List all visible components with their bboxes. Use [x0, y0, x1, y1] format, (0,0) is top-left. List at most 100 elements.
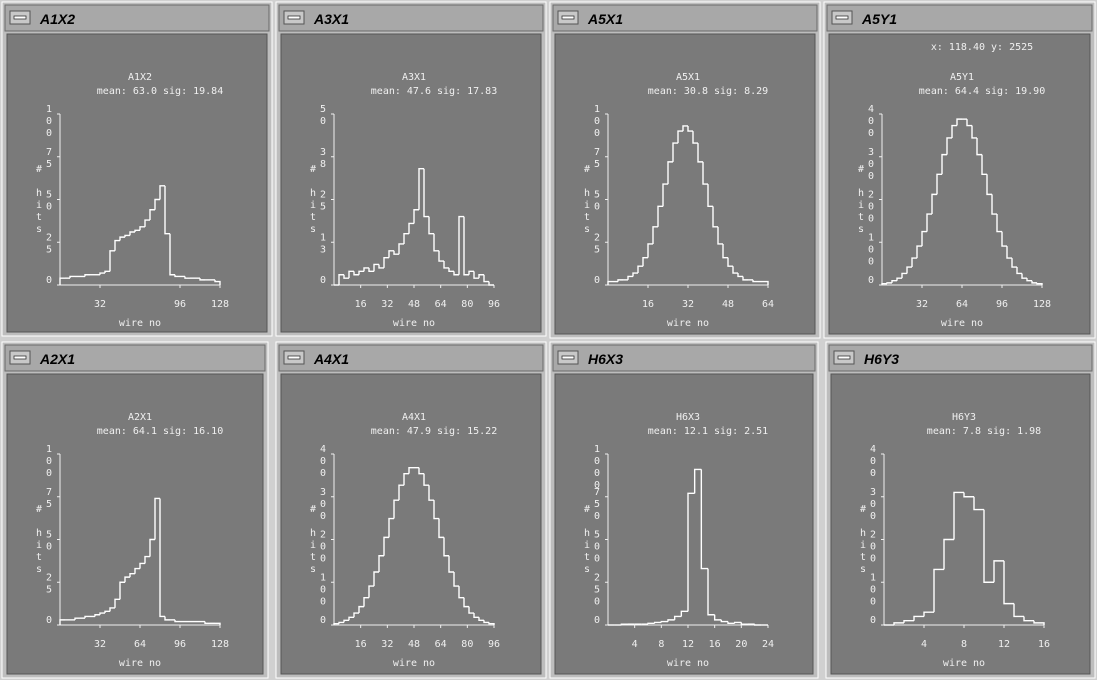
- y-axis-label: # hits: [582, 504, 593, 576]
- y-tick-label: 50: [44, 530, 55, 554]
- y-tick-label: 100: [44, 444, 55, 480]
- histogram-bin: [114, 239, 120, 251]
- histogram-bin: [1026, 278, 1032, 282]
- y-tick-label: 75: [44, 487, 55, 511]
- histogram-bin: [697, 143, 703, 163]
- histogram-bin: [642, 256, 648, 267]
- histogram-bin: [448, 555, 454, 573]
- title-bar: [552, 4, 818, 32]
- y-axis-label: # hits: [858, 504, 869, 576]
- window-title: A4X1: [313, 351, 349, 367]
- histogram-bin: [1033, 620, 1045, 625]
- y-tick-label: 50: [44, 190, 55, 214]
- x-tick-label: 4: [632, 639, 638, 650]
- y-tick-label: 25: [318, 190, 329, 214]
- y-tick-label: 750: [592, 487, 603, 523]
- y-axis-label: # hits: [34, 164, 45, 236]
- histogram-bin: [69, 275, 75, 279]
- plot-area: [554, 373, 814, 675]
- title-bar: [828, 344, 1093, 372]
- histogram-bin: [348, 616, 354, 621]
- plot-title: A1X2: [128, 72, 152, 83]
- histogram-bin: [931, 193, 937, 215]
- plot-title: H6Y3: [952, 412, 976, 423]
- histogram-bin: [916, 245, 922, 259]
- histogram-bin: [343, 274, 349, 279]
- histogram-bin: [368, 267, 374, 273]
- histogram-bin: [104, 270, 110, 274]
- histogram-bin: [722, 243, 728, 259]
- histogram-bin: [926, 213, 932, 232]
- plot-stats: mean: 64.1 sig: 16.10: [97, 426, 223, 437]
- histogram-bin: [673, 615, 682, 620]
- y-axis-label: # hits: [308, 504, 319, 576]
- window-menu-glyph: [287, 15, 301, 20]
- histogram-bin: [687, 125, 693, 132]
- histogram-bin: [473, 271, 479, 279]
- histogram-bin: [700, 469, 708, 570]
- histogram-bin: [903, 620, 914, 623]
- histogram-bin: [943, 538, 954, 570]
- x-axis-label: wire no: [393, 318, 435, 329]
- x-tick-label: 4: [921, 639, 927, 650]
- x-axis-label: wire no: [667, 318, 709, 329]
- histogram-bin: [702, 161, 708, 185]
- histogram-bin: [338, 621, 344, 624]
- x-tick-label: 96: [996, 299, 1008, 310]
- x-tick-label: 96: [488, 639, 500, 650]
- plot-stats: mean: 63.0 sig: 19.84: [97, 86, 223, 97]
- window-menu-glyph: [837, 355, 851, 360]
- y-tick-label: 0: [868, 615, 879, 627]
- plot-area: [828, 33, 1091, 335]
- histogram-bin: [901, 272, 907, 279]
- x-tick-label: 64: [435, 299, 447, 310]
- histogram-bin: [348, 270, 354, 279]
- y-tick-label: 0: [44, 615, 55, 627]
- histogram-bin: [428, 216, 434, 235]
- histogram-bin: [991, 194, 997, 215]
- histogram-bin: [620, 623, 628, 625]
- histogram-bin: [986, 174, 992, 196]
- histogram-window: A2X1 A2X1 mean: 64.1 sig: 16.10 0 25 50 75 100 3…: [1, 341, 269, 679]
- histogram-bin: [478, 274, 484, 279]
- y-tick-label: 50: [592, 190, 603, 214]
- histogram-bin: [84, 615, 90, 619]
- plot-title: H6X3: [676, 412, 700, 423]
- histogram-bin: [1001, 231, 1007, 247]
- x-tick-label: 48: [408, 299, 420, 310]
- x-tick-label: 128: [211, 299, 229, 310]
- histogram-bin: [993, 560, 1004, 583]
- window-menu-glyph: [561, 355, 575, 360]
- histogram-bin: [154, 198, 160, 210]
- histogram-bin: [727, 257, 733, 267]
- histogram-bin: [124, 576, 130, 583]
- histogram-bin: [99, 272, 105, 275]
- histogram-bin: [727, 621, 735, 624]
- y-tick-label: 13: [318, 232, 329, 256]
- histogram-bin: [418, 168, 424, 210]
- histogram-bin: [453, 571, 459, 587]
- y-tick-label: 100: [318, 572, 329, 608]
- y-tick-label: 0: [318, 275, 329, 287]
- y-tick-label: 100: [868, 572, 879, 608]
- plot-area: [280, 33, 542, 333]
- plot-title: A3X1: [402, 72, 426, 83]
- histogram-bin: [204, 621, 210, 624]
- x-tick-label: 64: [956, 299, 968, 310]
- x-tick-label: 96: [174, 299, 186, 310]
- histogram-window: A5Y1 x: 118.40 y: 2525 A5Y1 mean: 64.4 sig:…: [823, 1, 1096, 339]
- histogram-bin: [383, 536, 389, 556]
- y-tick-label: 200: [866, 190, 877, 226]
- x-tick-label: 16: [355, 299, 367, 310]
- plot-title: A2X1: [128, 412, 152, 423]
- histogram-bin: [443, 537, 449, 557]
- histogram-bin: [159, 498, 165, 618]
- y-axis-label: # hits: [856, 164, 867, 236]
- x-tick-label: 32: [381, 639, 393, 650]
- histogram-bin: [660, 620, 668, 623]
- histogram-bin: [94, 614, 100, 617]
- histogram-bin: [713, 614, 722, 621]
- plot-area: [554, 33, 816, 335]
- x-tick-label: 16: [642, 299, 654, 310]
- x-tick-label: 48: [408, 639, 420, 650]
